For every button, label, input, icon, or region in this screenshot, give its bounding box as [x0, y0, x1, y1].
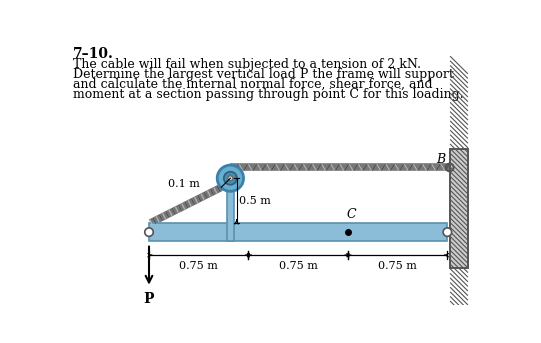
Text: A: A	[450, 208, 459, 221]
Bar	[227, 178, 234, 241]
Text: and calculate the internal normal force, shear force, and: and calculate the internal normal force,…	[73, 78, 433, 91]
Text: 7–10.: 7–10.	[73, 47, 114, 61]
Text: 0.75 m: 0.75 m	[378, 261, 417, 271]
Text: P: P	[144, 292, 154, 306]
Text: 0.5 m: 0.5 m	[239, 196, 271, 205]
Bar	[149, 223, 447, 241]
Bar	[451, 149, 467, 268]
Text: C: C	[346, 208, 356, 221]
Text: 0.75 m: 0.75 m	[179, 261, 218, 271]
Circle shape	[224, 172, 237, 185]
Circle shape	[217, 165, 243, 191]
Circle shape	[228, 176, 233, 180]
Circle shape	[145, 228, 153, 236]
Text: moment at a section passing through point C for this loading.: moment at a section passing through poin…	[73, 88, 464, 101]
Text: 0.75 m: 0.75 m	[279, 261, 318, 271]
Bar	[451, 149, 467, 268]
Circle shape	[443, 228, 452, 236]
Text: 0.1 m: 0.1 m	[168, 179, 200, 189]
Text: B: B	[436, 153, 445, 166]
Text: The cable will fail when subjected to a tension of 2 kN.: The cable will fail when subjected to a …	[73, 58, 421, 71]
Text: Determine the largest vertical load P the frame will support: Determine the largest vertical load P th…	[73, 68, 454, 81]
